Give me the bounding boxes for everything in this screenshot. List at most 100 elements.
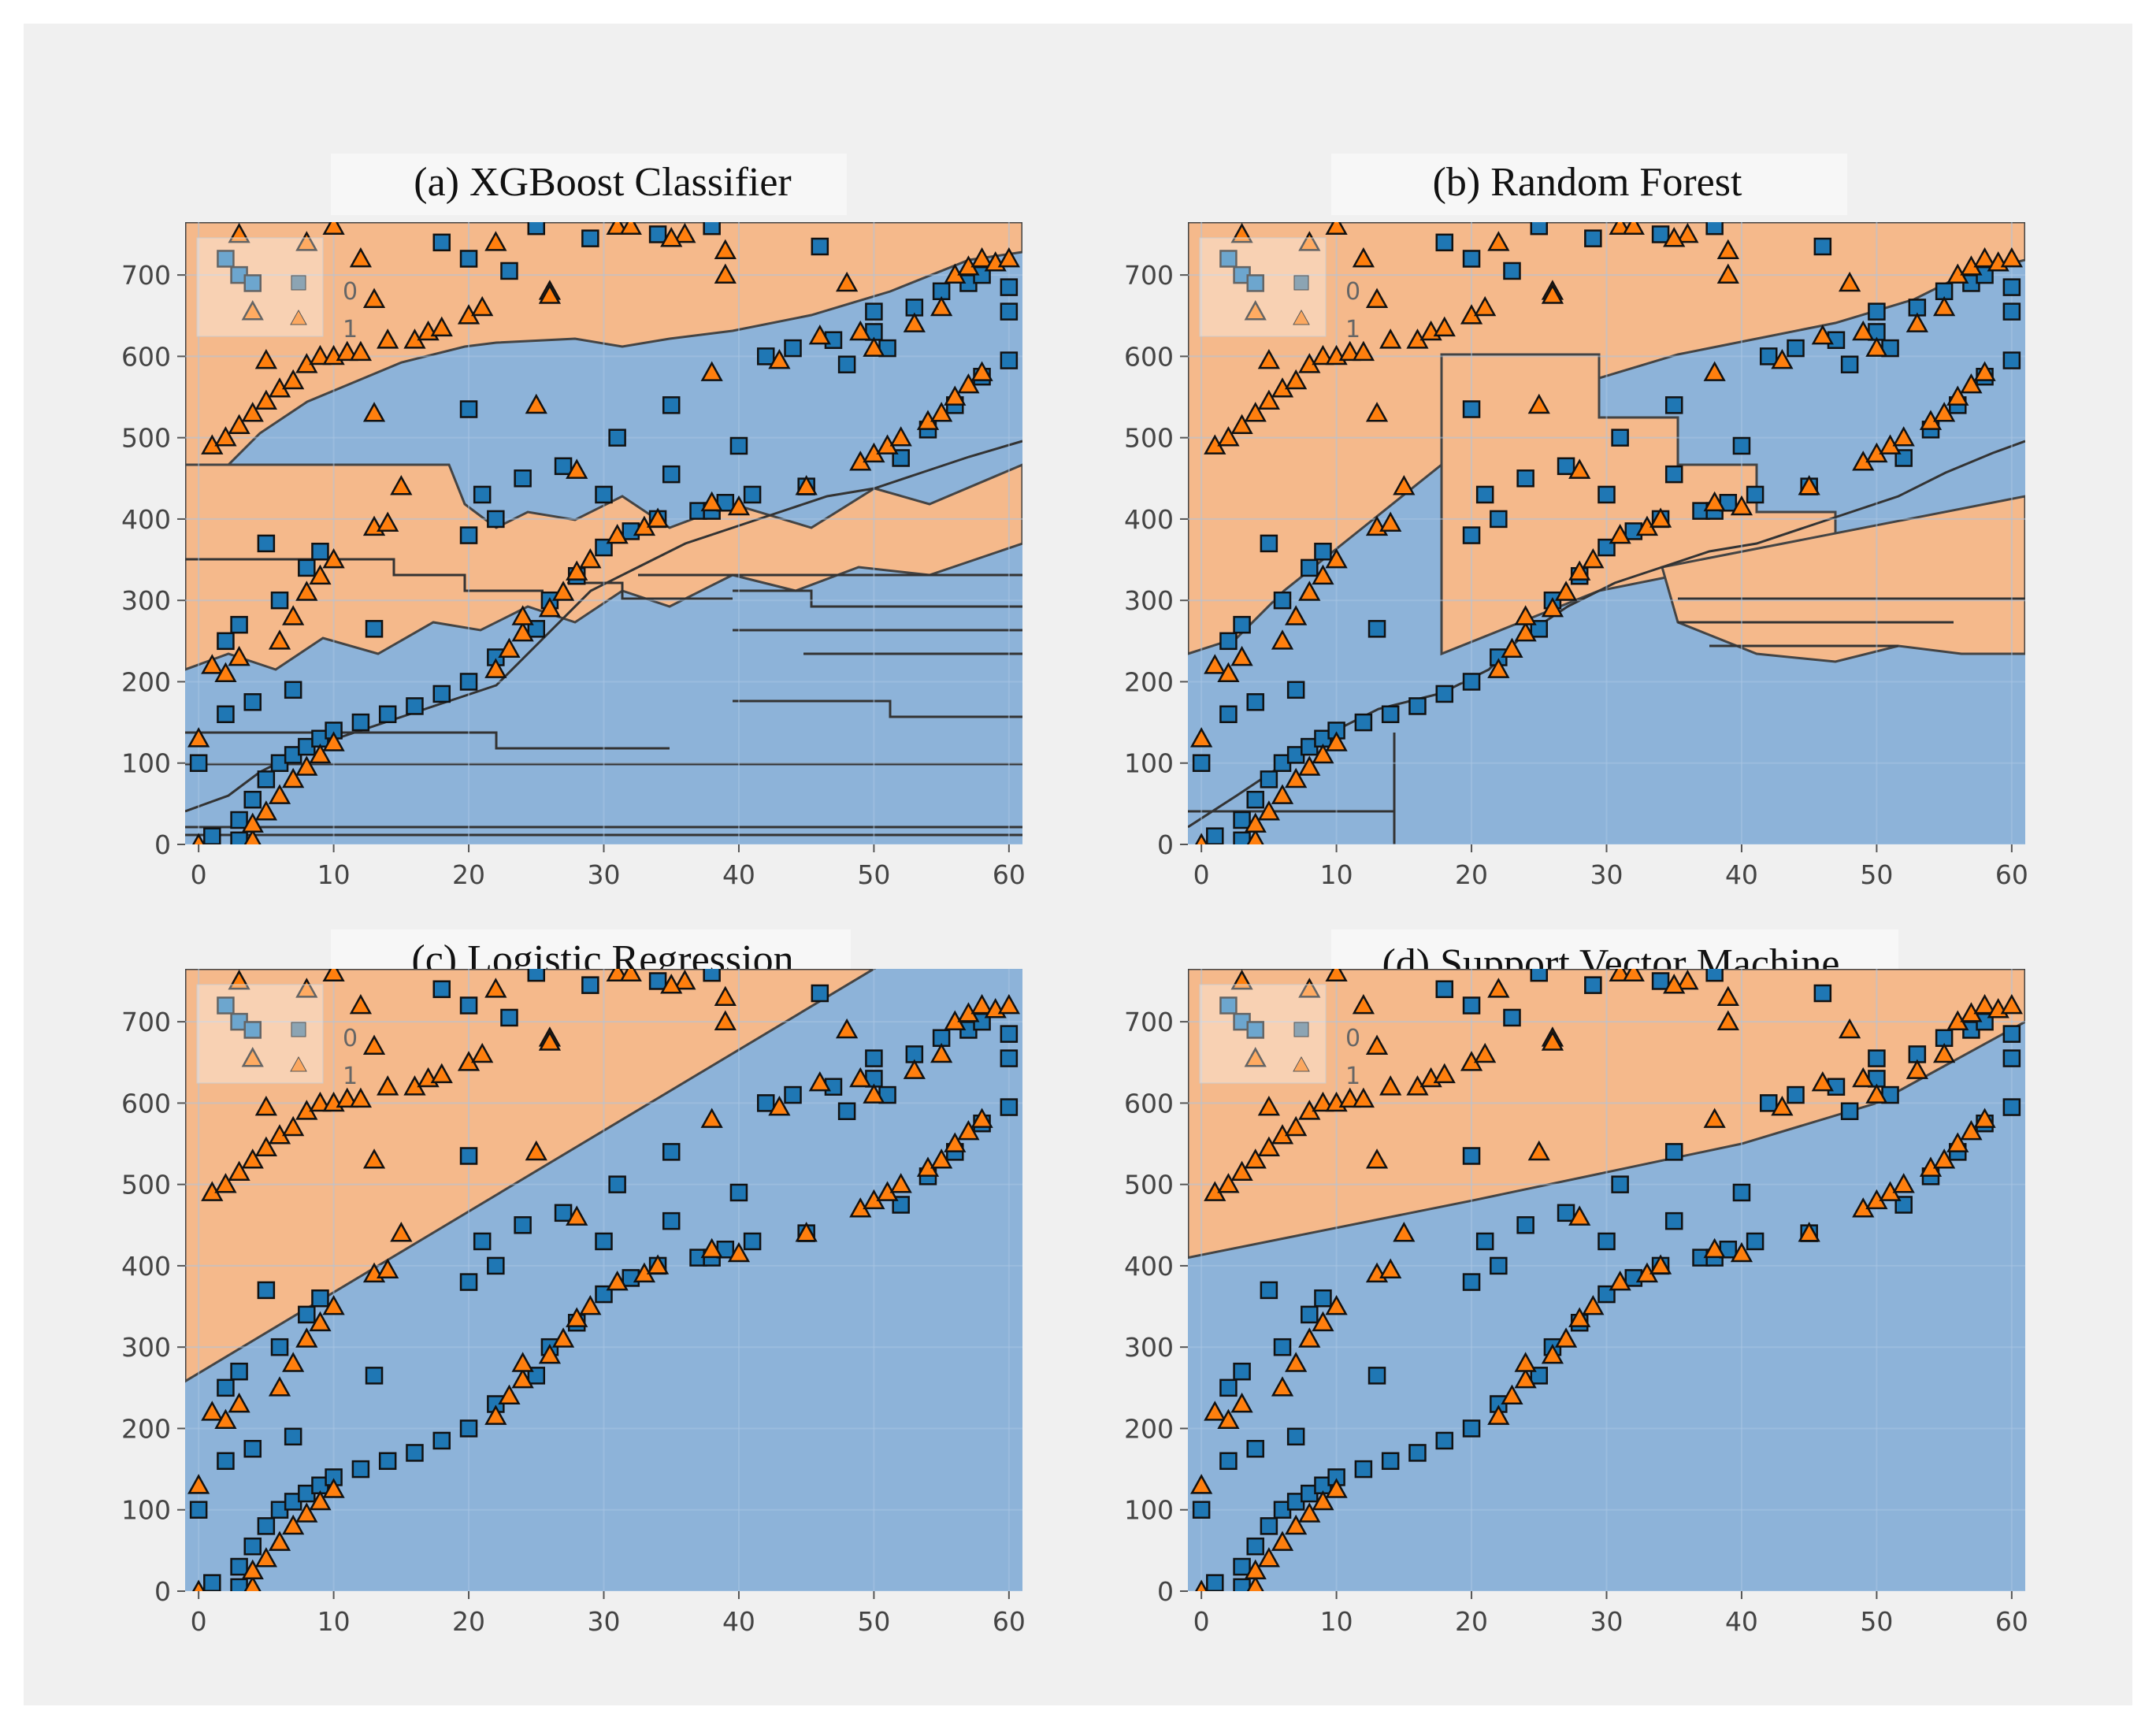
point-class1 — [241, 300, 264, 321]
point-class0 — [243, 693, 262, 711]
point-class0 — [608, 429, 626, 447]
point-class1 — [254, 1136, 277, 1157]
point-class0 — [217, 632, 235, 651]
point-class0 — [1813, 984, 1832, 1003]
point-class1 — [309, 1490, 332, 1511]
point-class0 — [784, 339, 802, 358]
point-class1 — [674, 969, 696, 990]
point-class1 — [1312, 1091, 1334, 1112]
subplot-d: (d) Support Vector Machine 0 1 010020030… — [1124, 929, 2028, 1637]
point-class0 — [756, 1094, 775, 1112]
point-class1 — [2000, 993, 2023, 1015]
point-class0 — [1732, 1183, 1751, 1202]
x-tick-label: 30 — [588, 859, 621, 890]
point-class0 — [1475, 1232, 1494, 1251]
point-class0 — [595, 485, 613, 504]
point-class1 — [1554, 581, 1578, 601]
x-tick-label: 20 — [452, 1606, 485, 1637]
point-class1 — [1541, 1030, 1564, 1051]
point-class0 — [865, 1049, 883, 1067]
point-class1 — [1501, 1384, 1523, 1405]
point-class1 — [1312, 1311, 1334, 1332]
point-class1 — [1676, 222, 1699, 243]
point-class1 — [1325, 1294, 1348, 1315]
point-class1 — [1244, 1047, 1267, 1067]
point-class1 — [619, 969, 642, 982]
point-class1 — [808, 325, 831, 345]
x-tick-label: 50 — [857, 859, 890, 890]
point-class0 — [1787, 339, 1805, 358]
point-class1 — [646, 1254, 670, 1274]
point-class1 — [295, 978, 318, 998]
point-class1 — [1338, 340, 1361, 362]
point-class0 — [514, 1216, 532, 1234]
point-class1 — [768, 348, 791, 369]
point-class0 — [1516, 1216, 1534, 1234]
point-class1 — [295, 581, 318, 601]
point-class0 — [243, 1537, 262, 1556]
point-class0 — [1301, 558, 1319, 577]
point-class1 — [390, 475, 413, 495]
point-class1 — [192, 1579, 206, 1591]
point-class0 — [837, 355, 856, 373]
point-class1 — [1865, 336, 1888, 357]
point-class0 — [459, 1419, 478, 1438]
region-class1-c — [185, 969, 877, 1383]
plot-area-a — [185, 222, 1022, 844]
point-class1 — [1798, 475, 1820, 495]
point-class0 — [1598, 1232, 1616, 1251]
point-class0 — [189, 754, 208, 772]
point-class0 — [459, 400, 478, 418]
point-class1 — [282, 1352, 305, 1372]
point-class1 — [1257, 348, 1280, 369]
point-class0 — [1354, 1460, 1373, 1479]
point-class1 — [187, 727, 210, 748]
point-class1 — [349, 1087, 373, 1108]
point-class0 — [527, 969, 546, 982]
x-ticks-c: 0 10 20 30 40 50 60 — [191, 1591, 1026, 1637]
point-class0 — [243, 790, 262, 809]
point-class1 — [1257, 800, 1280, 821]
point-class1 — [1230, 414, 1253, 435]
point-class1 — [1811, 325, 1834, 345]
y-tick-label: 600 — [121, 341, 171, 372]
point-class1 — [970, 993, 993, 1015]
point-class1 — [566, 458, 588, 479]
point-class0 — [1233, 831, 1251, 844]
point-class0 — [1840, 1102, 1859, 1120]
point-class0 — [257, 1281, 276, 1300]
x-tick-label: 0 — [1193, 1606, 1210, 1637]
point-class0 — [729, 436, 748, 455]
point-class0 — [257, 1517, 276, 1535]
point-class0 — [432, 1431, 451, 1450]
point-class1 — [1257, 1095, 1280, 1116]
y-tick-label: 400 — [1124, 1251, 1174, 1282]
point-class0 — [459, 1147, 478, 1165]
point-class0 — [487, 1256, 505, 1275]
y-tick-label: 600 — [1124, 341, 1174, 372]
point-class1 — [362, 402, 386, 422]
point-class0 — [662, 396, 681, 414]
point-class1 — [254, 348, 277, 369]
point-class1 — [1865, 1083, 1888, 1104]
point-class1 — [1730, 1241, 1753, 1263]
point-class1 — [1379, 328, 1402, 349]
point-class1 — [1716, 239, 1739, 259]
point-class1 — [714, 239, 737, 259]
point-class1 — [484, 658, 507, 678]
point-class0 — [500, 1008, 518, 1027]
point-class0 — [459, 673, 478, 691]
point-class0 — [230, 811, 248, 829]
point-class1 — [1487, 978, 1510, 998]
point-class1 — [349, 247, 373, 268]
point-class1 — [241, 1047, 264, 1067]
point-class1 — [214, 1408, 237, 1429]
point-class1 — [1676, 969, 1699, 990]
y-tick-label: 0 — [1157, 829, 1174, 860]
point-class1 — [322, 547, 345, 569]
point-class1 — [727, 1241, 751, 1263]
point-class1 — [1285, 1115, 1308, 1137]
point-class1 — [362, 288, 386, 308]
point-class1 — [511, 605, 534, 625]
point-class0 — [554, 457, 573, 476]
